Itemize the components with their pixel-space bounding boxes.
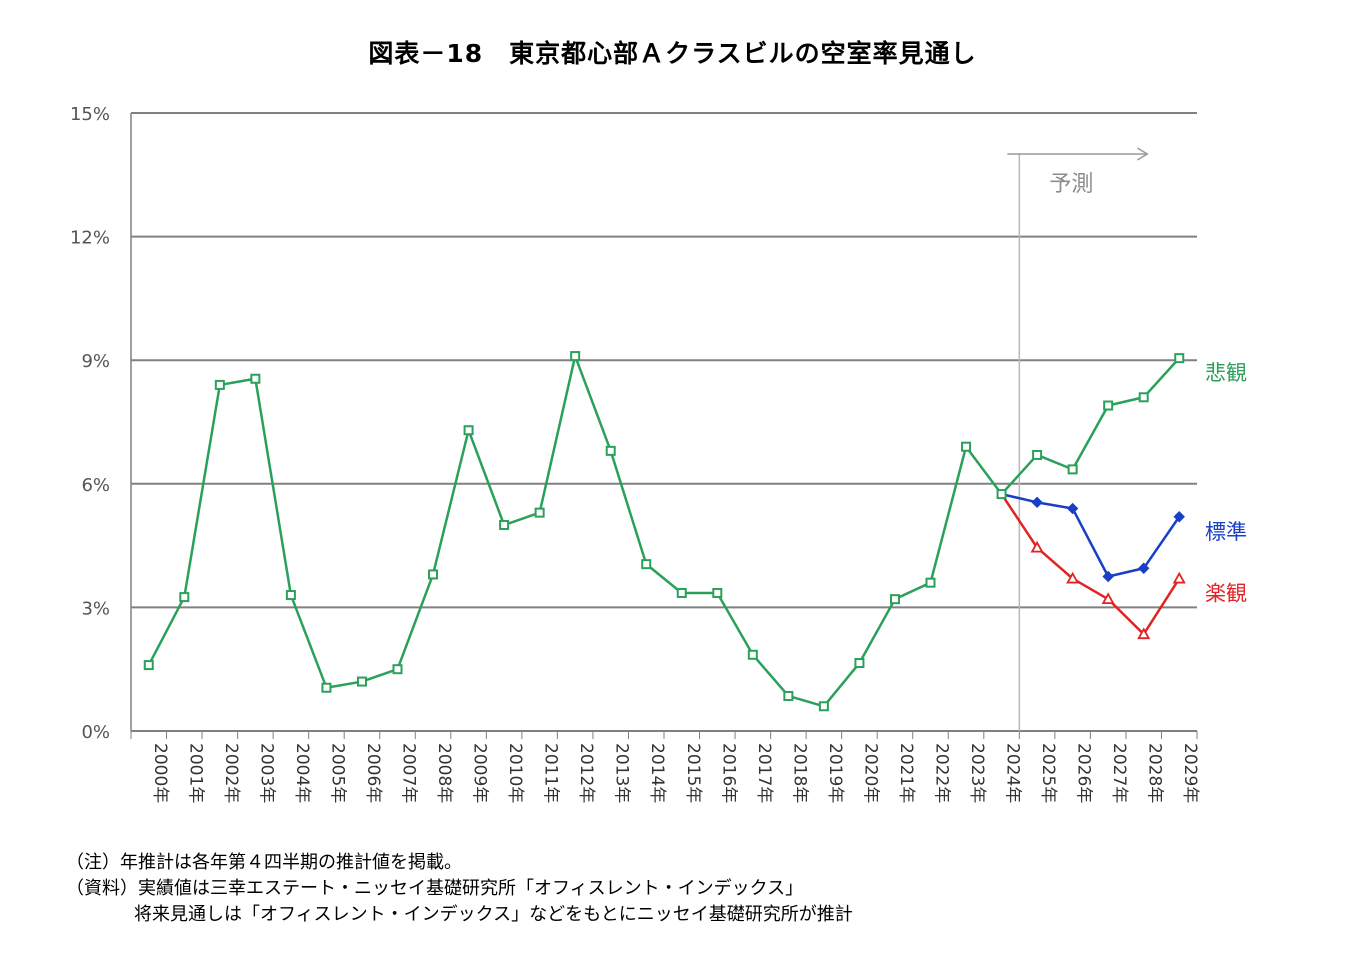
y-tick-label: 15% <box>70 104 110 125</box>
data-point <box>1101 592 1115 605</box>
data-point <box>1030 540 1044 553</box>
series-label: 標準 <box>1205 520 1247 544</box>
series-line <box>1001 492 1181 578</box>
footnote-note: （注）年推計は各年第４四半期の推計値を掲載。 <box>66 852 462 873</box>
x-tick-label: 2011年 <box>541 743 561 803</box>
y-tick-label: 12% <box>70 228 110 249</box>
x-tick-label: 2018年 <box>789 743 809 803</box>
x-tick-label: 2014年 <box>647 743 667 803</box>
data-point <box>179 592 190 603</box>
series-line <box>1000 493 1181 636</box>
data-point <box>1103 400 1114 411</box>
data-point <box>356 676 367 687</box>
x-tick-label: 2023年 <box>967 743 987 803</box>
x-tick-label: 2019年 <box>825 743 845 803</box>
x-tick-label: 2000年 <box>150 743 170 803</box>
data-point <box>676 587 687 598</box>
x-tick-label: 2009年 <box>470 743 490 803</box>
series-0 <box>143 351 1185 712</box>
data-point <box>818 701 829 712</box>
series-line <box>147 354 1181 708</box>
data-point <box>1102 570 1114 583</box>
x-tick-label: 2016年 <box>718 743 738 803</box>
data-point <box>499 520 510 530</box>
gridlines <box>131 112 1197 609</box>
y-tick-label: 0% <box>81 722 110 743</box>
data-point <box>925 577 936 588</box>
y-tick-label: 6% <box>81 475 110 496</box>
x-tick-label: 2013年 <box>612 743 632 803</box>
y-tick-label: 3% <box>81 598 110 619</box>
x-tick-label: 2005年 <box>327 743 347 803</box>
data-point <box>534 507 545 518</box>
data-point <box>641 559 652 570</box>
data-point <box>605 445 616 456</box>
series-2 <box>1000 493 1186 640</box>
data-point <box>1066 571 1080 584</box>
data-point <box>428 569 439 580</box>
x-tick-label: 2025年 <box>1038 743 1058 803</box>
data-point <box>250 373 261 384</box>
x-tick-label: 2001年 <box>185 743 205 803</box>
x-tick-label: 2003年 <box>256 743 276 803</box>
data-point <box>570 351 581 362</box>
data-point <box>392 664 403 675</box>
x-tick-label: 2002年 <box>221 743 241 803</box>
x-tick-label: 2020年 <box>860 743 880 803</box>
x-tick-label: 2026年 <box>1074 743 1094 803</box>
series-1 <box>1001 492 1185 583</box>
data-point <box>996 489 1007 500</box>
data-point <box>1174 353 1185 364</box>
series-label: 楽観 <box>1205 582 1247 606</box>
data-point <box>783 690 794 701</box>
series-label: 悲観 <box>1205 361 1247 385</box>
x-tick-label: 2006年 <box>363 743 383 803</box>
forecast-marker: 予測 <box>1007 147 1149 731</box>
x-tick-label: 2008年 <box>434 743 454 803</box>
x-tick-label: 2007年 <box>399 743 419 803</box>
data-point <box>1031 496 1043 509</box>
data-point <box>285 590 296 601</box>
data-point <box>1066 502 1079 515</box>
data-point <box>854 658 865 669</box>
data-point <box>321 682 332 693</box>
data-point <box>712 587 723 598</box>
x-tick-label: 2010年 <box>505 743 525 803</box>
data-point <box>747 649 758 660</box>
x-tick-label: 2015年 <box>683 743 703 803</box>
chart-title: 図表－18 東京都心部Ａクラスビルの空室率見通し <box>368 39 977 68</box>
x-tick-label: 2012年 <box>576 743 596 803</box>
x-tick-label: 2024年 <box>1003 743 1023 803</box>
x-tick-label: 2022年 <box>932 743 952 803</box>
x-tick-label: 2029年 <box>1180 743 1200 803</box>
data-point <box>1172 571 1186 584</box>
data-point <box>889 594 900 605</box>
data-point <box>1137 562 1150 574</box>
y-tick-label: 9% <box>81 351 110 372</box>
forecast-label: 予測 <box>1049 172 1093 197</box>
footnote-source-continued: 将来見通しは「オフィスレント・インデックス」などをもとにニッセイ基礎研究所が推計 <box>134 904 853 925</box>
data-point <box>1173 511 1185 523</box>
footnote-source: （資料）実績値は三幸エステート・ニッセイ基礎研究所「オフィスレント・インデックス… <box>66 878 804 899</box>
data-point <box>961 441 972 452</box>
data-point <box>463 425 474 436</box>
x-tick-label: 2028年 <box>1145 743 1165 803</box>
forecast-arrow-head <box>1136 147 1149 161</box>
x-tick-label: 2004年 <box>292 743 312 803</box>
data-point <box>214 379 225 390</box>
data-point <box>143 660 154 671</box>
data-point <box>1138 392 1149 403</box>
data-point <box>1137 627 1151 640</box>
axes: 0% 3% 6% 9% 12% 15% 2000年 2001年 2002年 2003年 2004年 2… <box>70 104 1200 803</box>
x-tick-label: 2017年 <box>754 743 774 803</box>
series <box>143 351 1186 712</box>
x-tick-label: 2021年 <box>896 743 916 803</box>
data-point <box>1067 464 1078 475</box>
data-point <box>1032 449 1043 460</box>
x-tick-label: 2027年 <box>1109 743 1129 803</box>
